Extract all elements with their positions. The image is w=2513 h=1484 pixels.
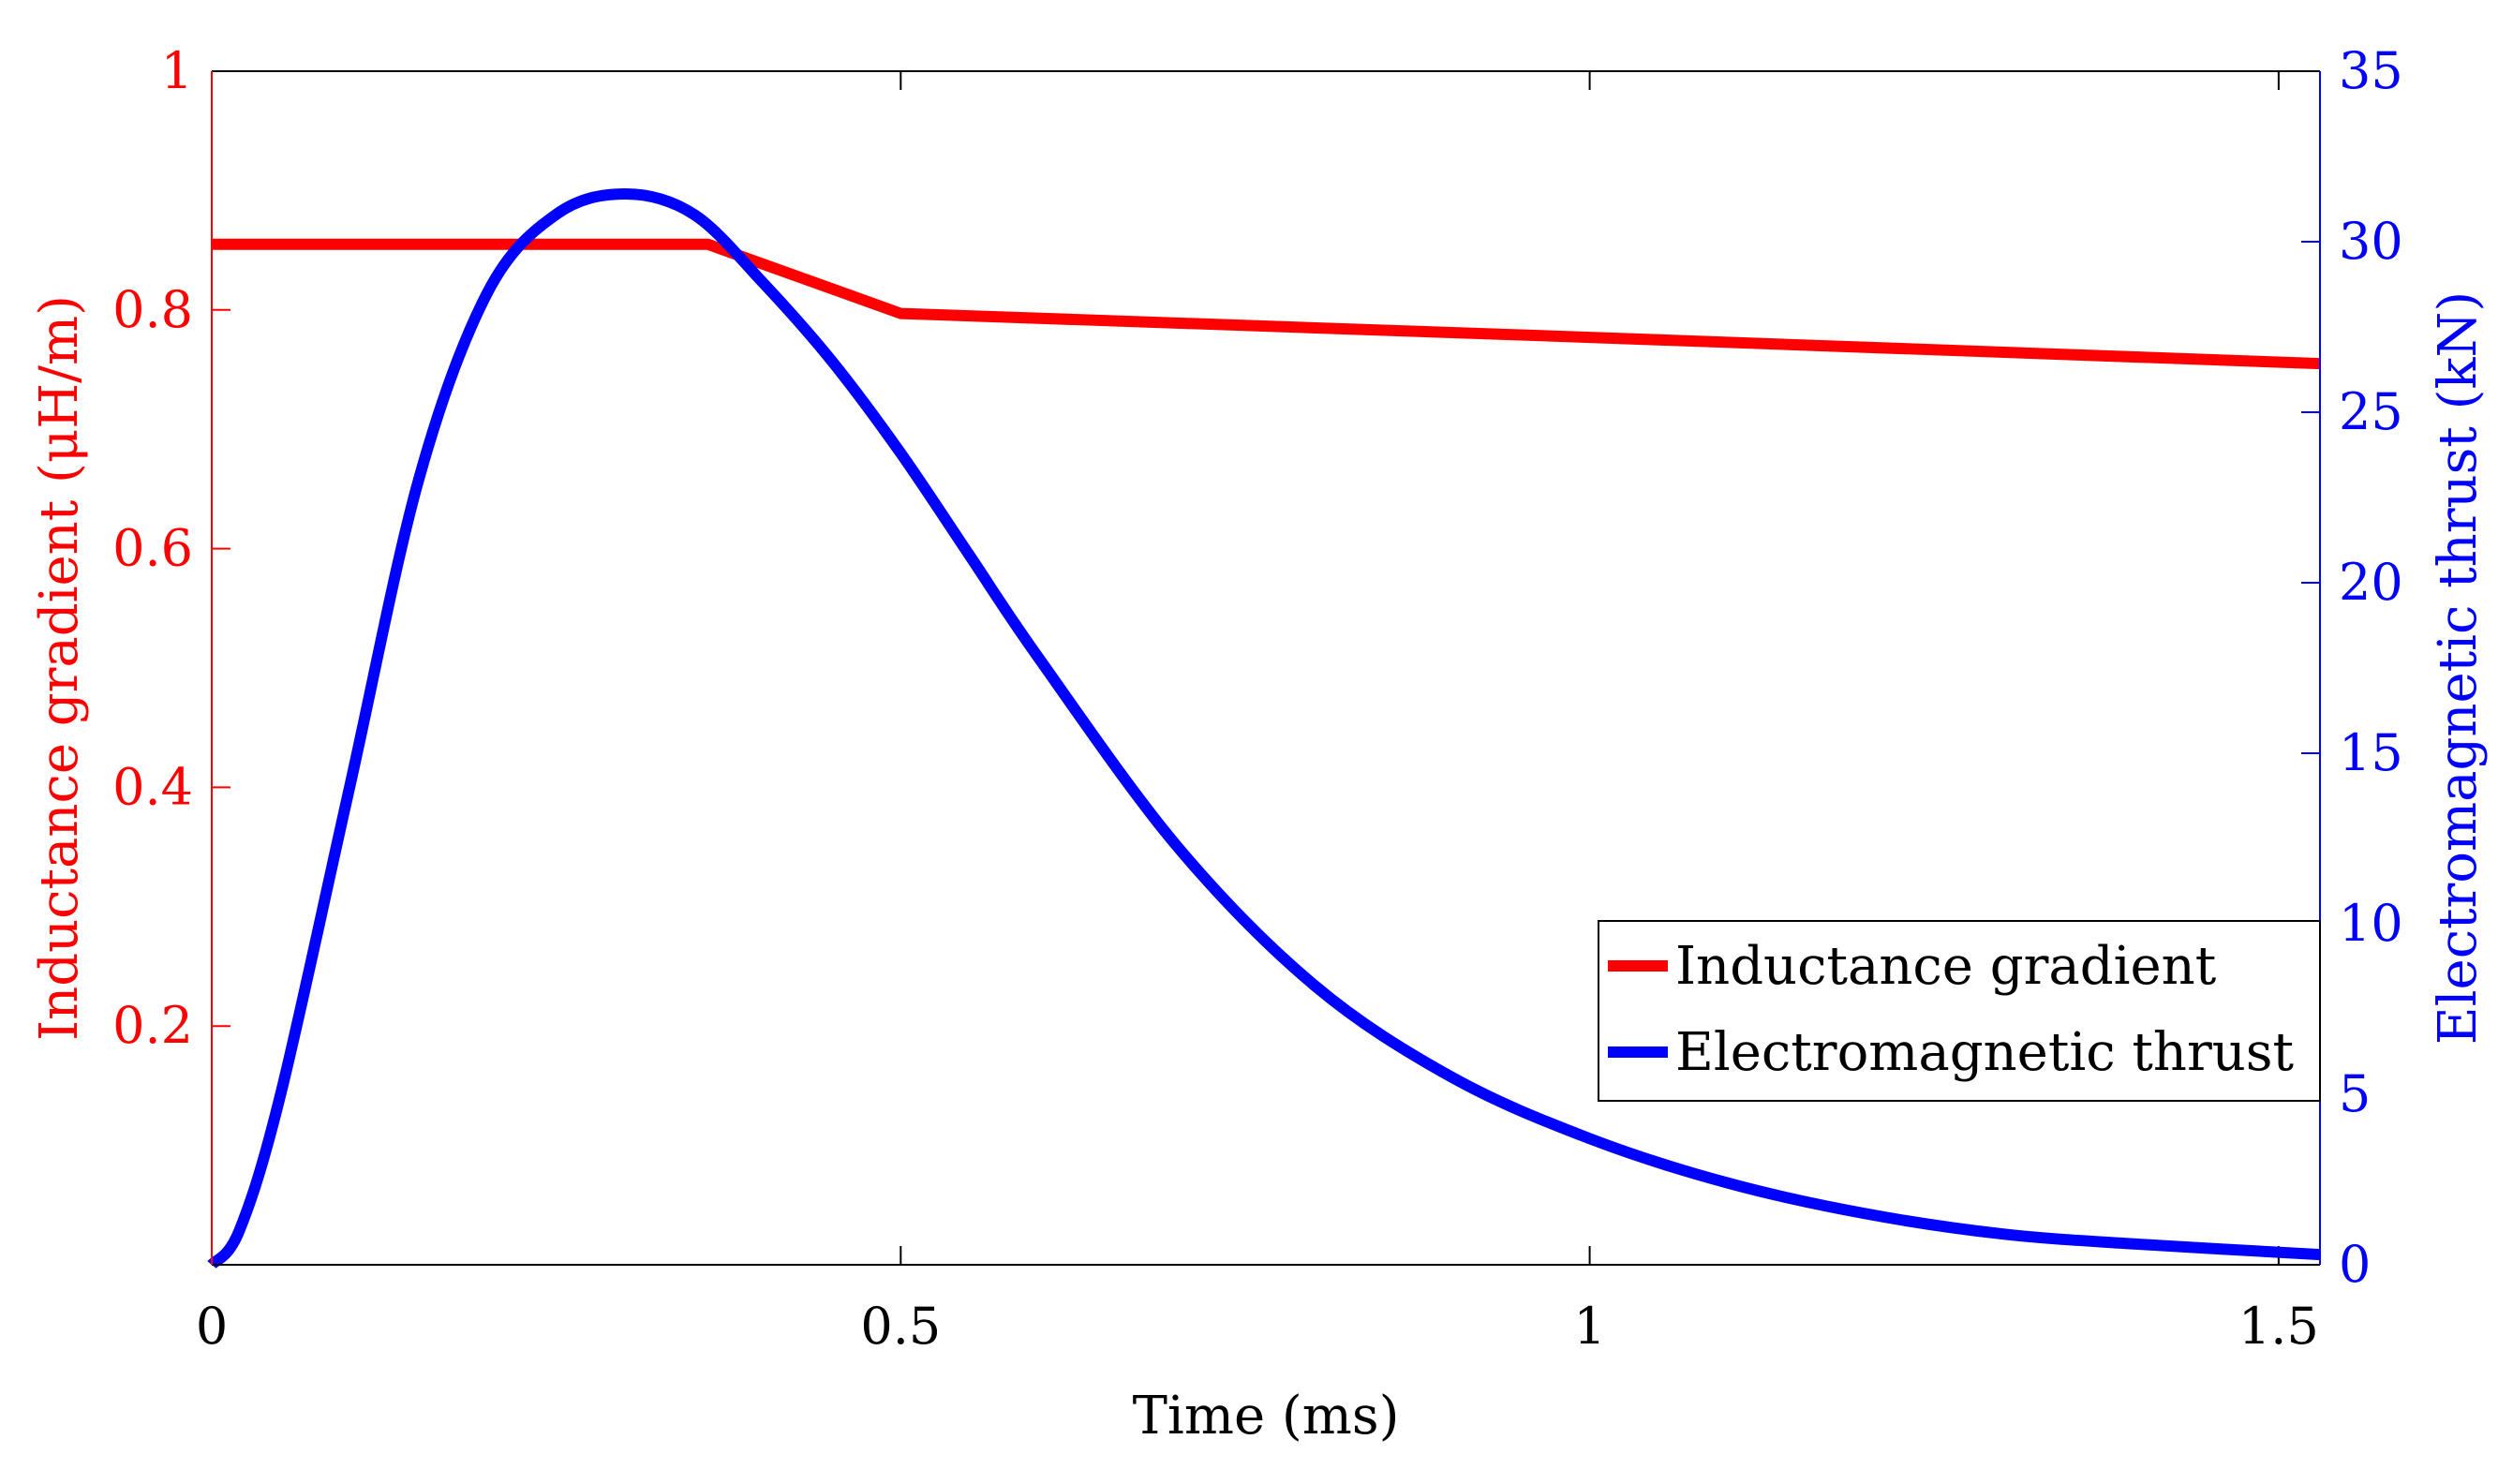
- x-tick-label: 0: [196, 1297, 228, 1356]
- plot-frame: [211, 70, 2321, 1266]
- y-axis-right-title: Electromagnetic thrust (kN): [2428, 291, 2489, 1045]
- y-left-tick-label: 1: [161, 41, 193, 100]
- series-line-electromagnetic-thrust: [207, 188, 2321, 1269]
- y-left-tick-label: 0.2: [112, 996, 193, 1055]
- x-tick-label: 1: [1573, 1297, 1605, 1356]
- y-right-tick-label: 0: [2339, 1235, 2371, 1294]
- x-tick-label: 1.5: [2238, 1297, 2319, 1356]
- y-right-tick-label: 25: [2339, 382, 2403, 441]
- x-tick-label: 0.5: [860, 1297, 941, 1356]
- y-left-tick-label: 0.8: [112, 280, 193, 339]
- y-axis-left-title: Inductance gradient (μH/m): [29, 295, 90, 1041]
- legend-label-thrust: Electromagnetic thrust: [1675, 1022, 2295, 1083]
- y-left-tick-label: 0.4: [112, 757, 193, 816]
- data-series: [207, 188, 2321, 1269]
- legend-box: [1598, 920, 2321, 1102]
- y-right-tick-label: 5: [2339, 1064, 2371, 1123]
- x-axis-title: Time (ms): [1133, 1386, 1400, 1447]
- y-right-tick-label: 35: [2339, 41, 2403, 100]
- y-right-tick-label: 15: [2339, 723, 2403, 782]
- y-left-tick-label: 0.6: [112, 519, 193, 578]
- y-right-tick-label: 30: [2339, 212, 2403, 271]
- legend-label-inductance: Inductance gradient: [1675, 936, 2217, 997]
- y-right-tick-label: 10: [2339, 894, 2403, 953]
- series-line-inductance-gradient: [212, 238, 2321, 370]
- y-right-tick-label: 20: [2339, 553, 2403, 612]
- legend: Inductance gradient Electromagnetic thru…: [1598, 920, 2321, 1102]
